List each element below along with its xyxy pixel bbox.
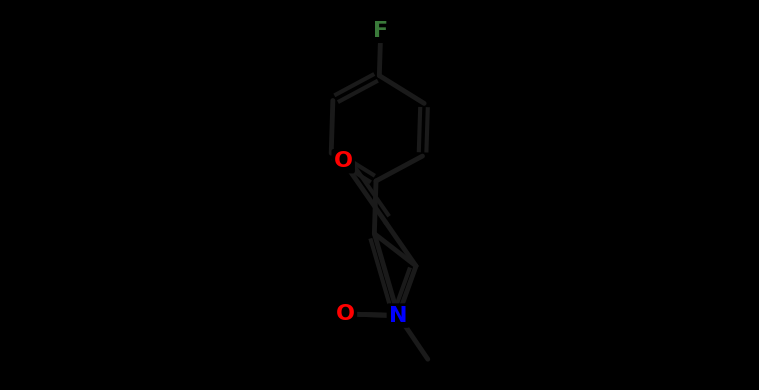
Text: F: F (373, 21, 389, 41)
Text: N: N (389, 306, 408, 326)
Text: O: O (334, 151, 353, 171)
Text: O: O (336, 304, 355, 324)
